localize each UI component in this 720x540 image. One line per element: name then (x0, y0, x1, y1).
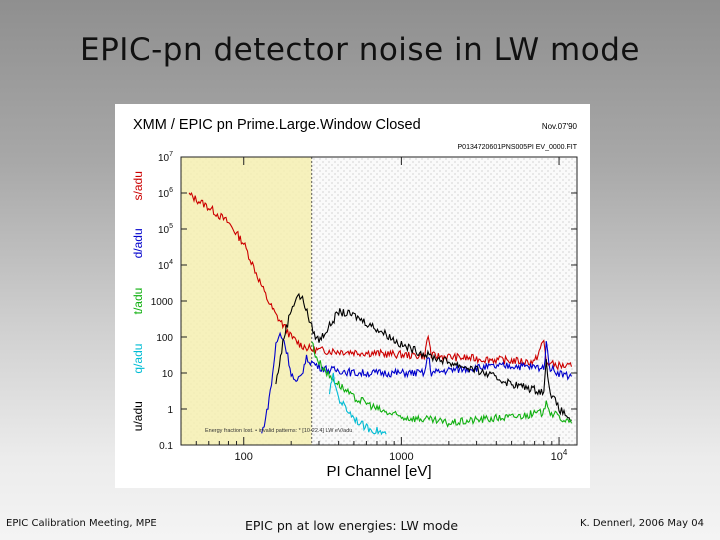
series-line-s-adu (188, 192, 573, 371)
y-tick-label: 105 (158, 223, 173, 236)
y-tick-label: 1000 (151, 297, 174, 308)
y-axis-label-u-adu: u/adu (131, 401, 145, 431)
shaded-region (181, 157, 312, 445)
series-line-u-adu (275, 292, 572, 422)
y-tick-label: 104 (158, 259, 173, 272)
y-tick-label: 106 (158, 187, 173, 200)
chart-date: Nov.07'90 (542, 122, 578, 131)
footer-meeting: EPIC Calibration Meeting, MPE (6, 518, 157, 529)
y-tick-label: 100 (156, 333, 173, 344)
y-axis-label-t-adu: t/adu (131, 288, 145, 315)
x-tick-label: 104 (551, 448, 568, 463)
chart-annotation: Energy fraction lost. • invalid patterns… (205, 428, 352, 434)
x-tick-label: 100 (235, 451, 253, 463)
series-line-q-adu (328, 372, 387, 436)
y-axis-label-q-adu: q/adu (131, 344, 145, 374)
y-tick-label: 1 (167, 405, 173, 416)
footer-subtitle: EPIC pn at low energies: LW mode (245, 518, 459, 533)
series-line-t-adu (311, 341, 573, 428)
y-tick-label: 0.1 (159, 441, 173, 452)
y-tick-label: 107 (158, 151, 173, 164)
y-axis-label-d-adu: d/adu (131, 228, 145, 258)
x-tick-label: 1000 (389, 451, 413, 463)
noise-spectrum-chart: 0.1 1 10 100 1000 104 105 106 107 100 1000 104 XMM /… (131, 117, 578, 480)
y-tick-label: 10 (162, 369, 174, 380)
series-line-d-adu (261, 331, 572, 434)
chart-figure: 0.1 1 10 100 1000 104 105 106 107 100 1000 104 XMM /… (115, 104, 590, 488)
x-axis-label: PI Channel [eV] (326, 463, 431, 480)
slide-title: EPIC-pn detector noise in LW mode (80, 32, 640, 68)
y-axis-label-s-adu: s/adu (131, 171, 145, 200)
chart-file-label: P0134720601PNS005PI EV_0000.FIT (458, 144, 578, 151)
footer-author-date: K. Dennerl, 2006 May 04 (579, 518, 704, 529)
chart-title: XMM / EPIC pn Prime.Large.Window Closed (133, 117, 421, 133)
